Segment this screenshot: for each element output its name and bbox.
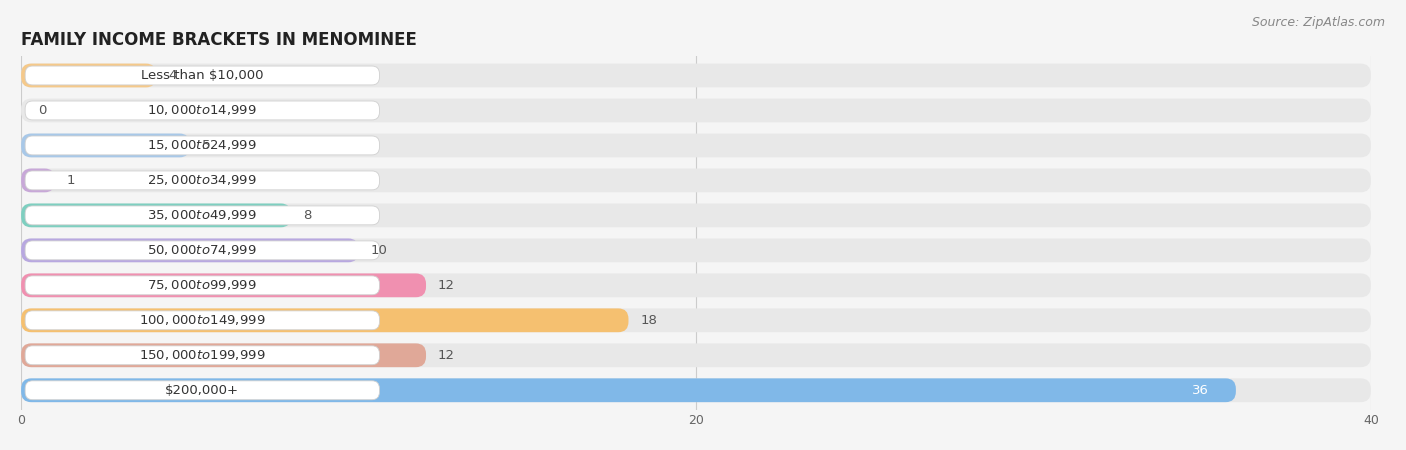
FancyBboxPatch shape	[21, 238, 359, 262]
Text: $15,000 to $24,999: $15,000 to $24,999	[148, 139, 257, 153]
Text: Source: ZipAtlas.com: Source: ZipAtlas.com	[1251, 16, 1385, 29]
FancyBboxPatch shape	[21, 168, 1371, 192]
FancyBboxPatch shape	[21, 63, 156, 87]
Text: 12: 12	[437, 279, 454, 292]
FancyBboxPatch shape	[21, 308, 628, 332]
Text: 5: 5	[201, 139, 209, 152]
FancyBboxPatch shape	[25, 346, 380, 365]
FancyBboxPatch shape	[21, 274, 1371, 297]
FancyBboxPatch shape	[21, 378, 1236, 402]
Text: $50,000 to $74,999: $50,000 to $74,999	[148, 243, 257, 257]
Text: 4: 4	[167, 69, 176, 82]
FancyBboxPatch shape	[25, 381, 380, 400]
FancyBboxPatch shape	[21, 343, 426, 367]
FancyBboxPatch shape	[21, 99, 1371, 122]
FancyBboxPatch shape	[25, 206, 380, 225]
Text: 10: 10	[370, 244, 387, 257]
Text: $150,000 to $199,999: $150,000 to $199,999	[139, 348, 266, 362]
FancyBboxPatch shape	[21, 203, 1371, 227]
Text: 12: 12	[437, 349, 454, 362]
Text: 0: 0	[38, 104, 46, 117]
Text: $200,000+: $200,000+	[166, 384, 239, 397]
FancyBboxPatch shape	[21, 238, 1371, 262]
Text: $10,000 to $14,999: $10,000 to $14,999	[148, 104, 257, 117]
Text: 36: 36	[1192, 384, 1209, 397]
FancyBboxPatch shape	[25, 311, 380, 330]
FancyBboxPatch shape	[25, 276, 380, 295]
FancyBboxPatch shape	[25, 136, 380, 155]
Text: FAMILY INCOME BRACKETS IN MENOMINEE: FAMILY INCOME BRACKETS IN MENOMINEE	[21, 31, 418, 49]
Text: Less than $10,000: Less than $10,000	[141, 69, 263, 82]
Text: $25,000 to $34,999: $25,000 to $34,999	[148, 173, 257, 187]
FancyBboxPatch shape	[21, 308, 1371, 332]
FancyBboxPatch shape	[21, 168, 55, 192]
Text: 18: 18	[640, 314, 657, 327]
FancyBboxPatch shape	[25, 171, 380, 190]
FancyBboxPatch shape	[21, 134, 190, 158]
Text: 8: 8	[302, 209, 311, 222]
Text: $75,000 to $99,999: $75,000 to $99,999	[148, 279, 257, 292]
FancyBboxPatch shape	[21, 134, 1371, 158]
FancyBboxPatch shape	[21, 378, 1371, 402]
Text: 1: 1	[66, 174, 75, 187]
FancyBboxPatch shape	[25, 241, 380, 260]
FancyBboxPatch shape	[25, 101, 380, 120]
Text: $100,000 to $149,999: $100,000 to $149,999	[139, 313, 266, 327]
Text: $35,000 to $49,999: $35,000 to $49,999	[148, 208, 257, 222]
FancyBboxPatch shape	[25, 66, 380, 85]
FancyBboxPatch shape	[21, 343, 1371, 367]
FancyBboxPatch shape	[21, 274, 426, 297]
FancyBboxPatch shape	[21, 203, 291, 227]
FancyBboxPatch shape	[21, 63, 1371, 87]
